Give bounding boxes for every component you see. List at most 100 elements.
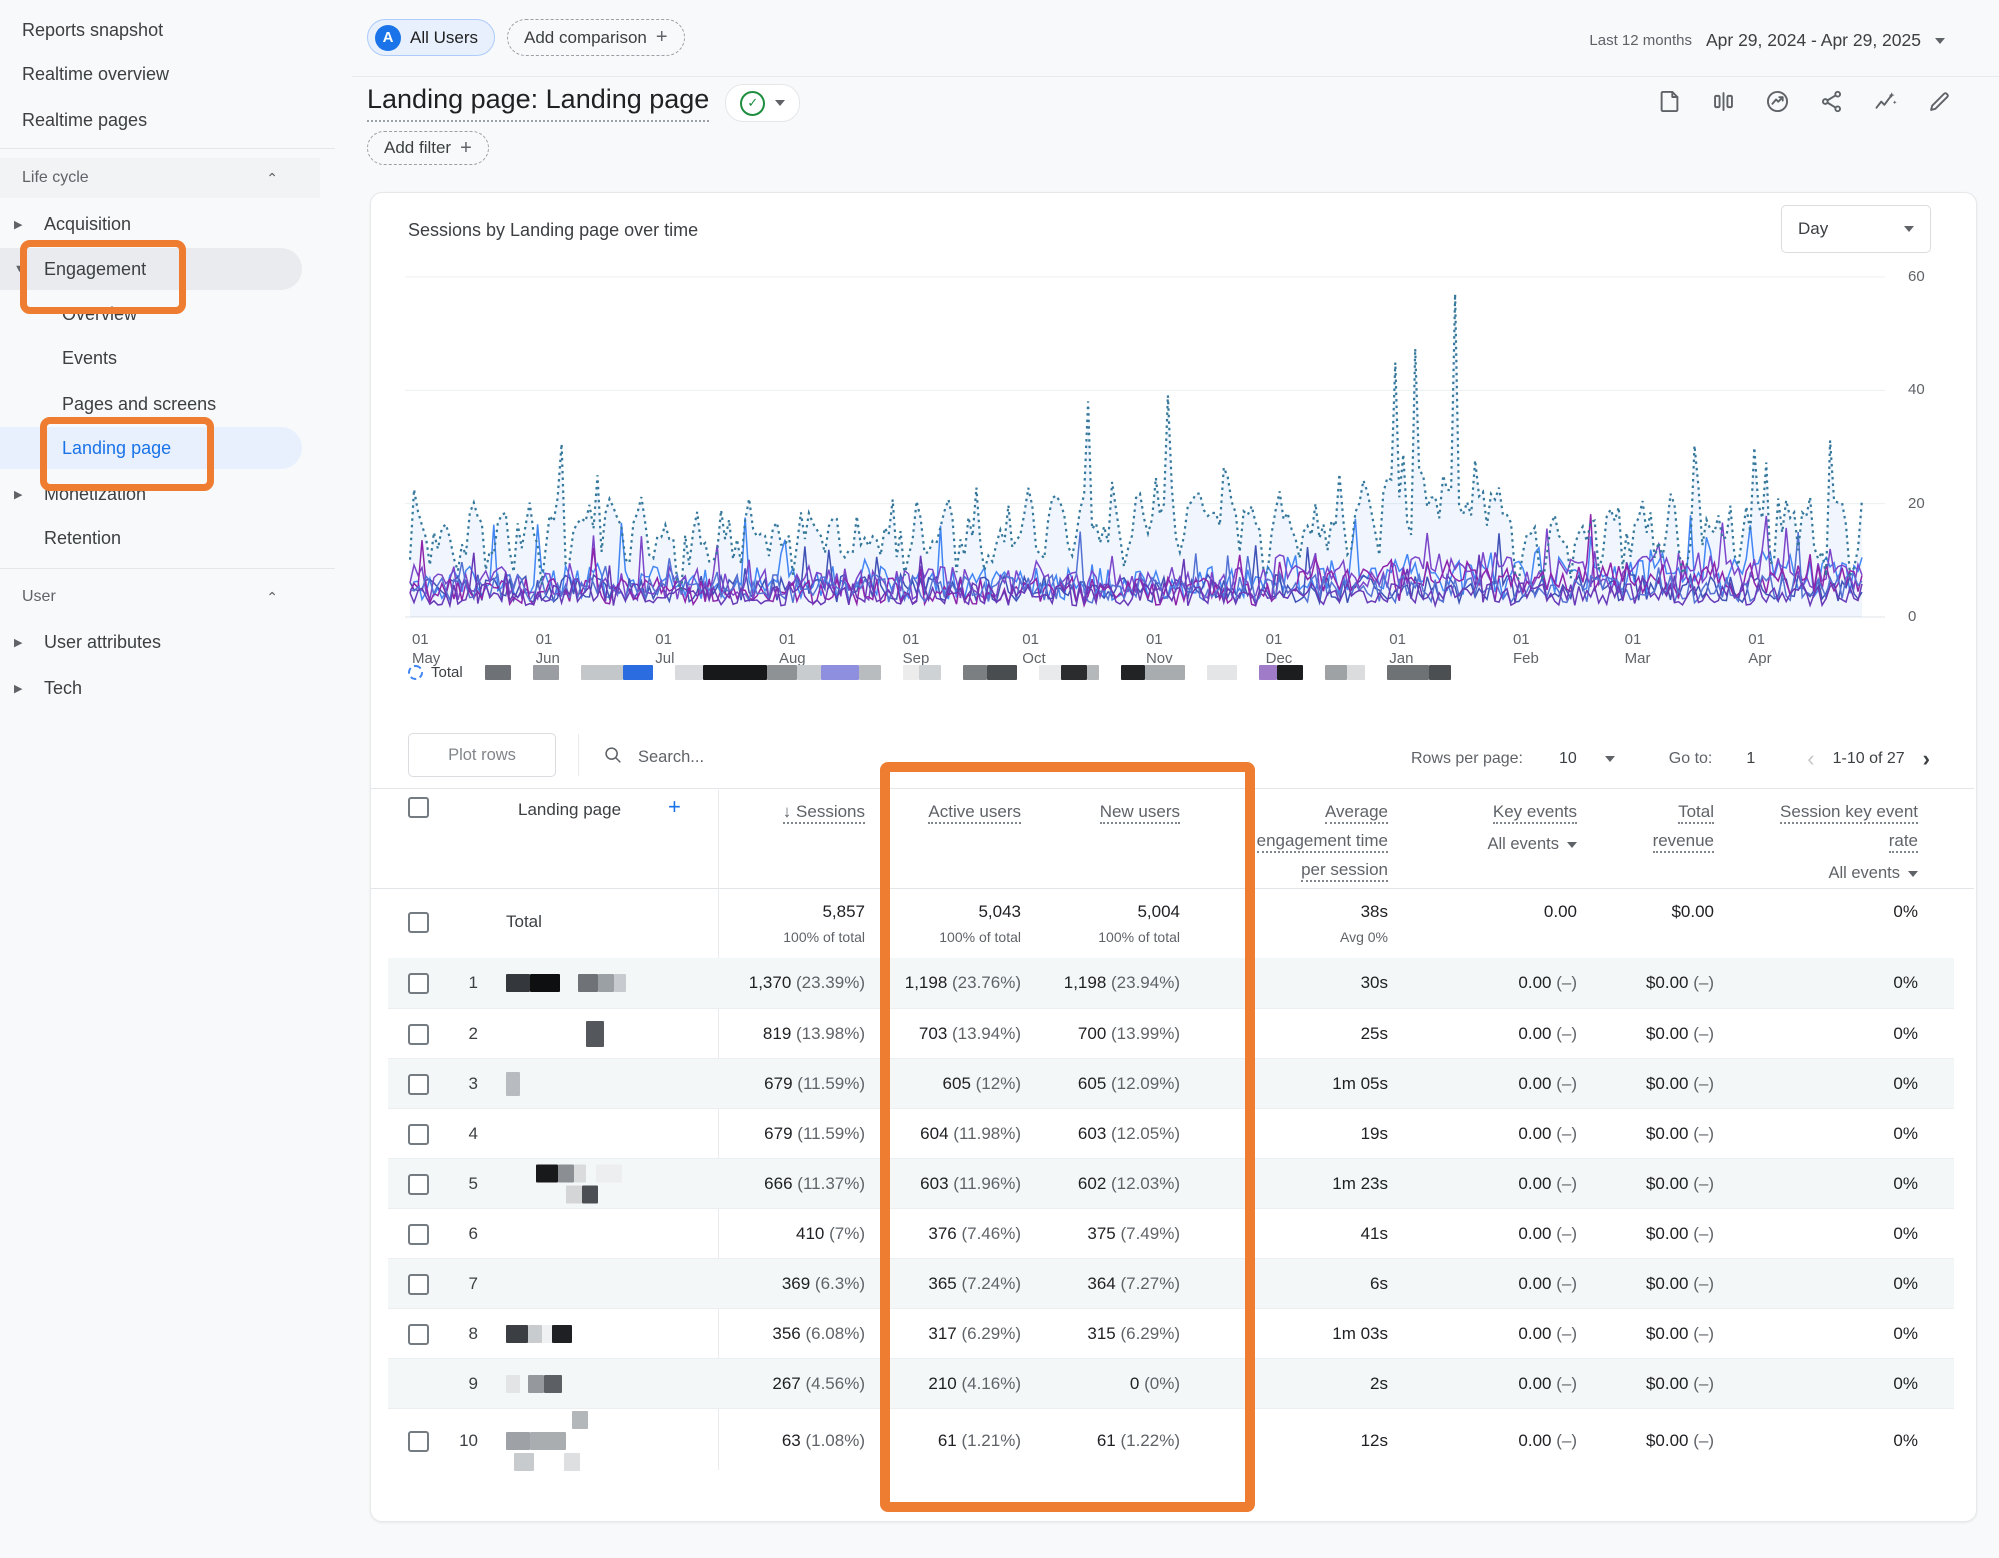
cell-active-users: 1,198 (23.76%) (905, 973, 1021, 993)
landing-page-redacted (506, 1375, 562, 1393)
chevron-right-icon: ▶ (14, 636, 22, 649)
table-search[interactable]: Search... (602, 744, 704, 771)
row-checkbox[interactable] (408, 1224, 429, 1245)
cell-new-users: 0 (0%) (1130, 1374, 1180, 1394)
totals-label: Total (506, 912, 542, 932)
col-header-new-users[interactable]: New users (1100, 797, 1180, 826)
sidebar-item-engagement[interactable]: ▼Engagement (0, 248, 320, 290)
x-axis-tick: 01Feb (1513, 630, 1539, 668)
sidebar-item-pages-and-screens[interactable]: Pages and screens (0, 383, 320, 425)
key-events-event-selector[interactable]: All events (1487, 830, 1577, 859)
cell-total-revenue: $0.00 (–) (1646, 1324, 1714, 1344)
plot-rows-button[interactable]: Plot rows (408, 733, 556, 777)
date-range-selector[interactable]: Last 12 months Apr 29, 2024 - Apr 29, 20… (1589, 30, 1945, 51)
edit-icon[interactable] (1926, 88, 1953, 115)
legend-item-redacted (675, 665, 881, 680)
sidebar-item-tech[interactable]: ▶Tech (0, 667, 320, 709)
chevron-right-icon: ▶ (14, 682, 22, 695)
col-header-sessions[interactable]: ↓ Sessions (783, 797, 865, 826)
sidebar-item-realtime-overview[interactable]: Realtime overview (0, 53, 320, 95)
sidebar-item-events[interactable]: Events (0, 337, 320, 379)
sidebar-item-monetization[interactable]: ▶Monetization (0, 473, 320, 515)
legend-item-redacted (581, 665, 653, 680)
cell-key-events: 0.00 (–) (1518, 1024, 1577, 1044)
sidebar-item-landing-page[interactable]: Landing page (0, 427, 320, 469)
row-checkbox[interactable] (408, 1124, 429, 1145)
cell-total-revenue: $0.00 (–) (1646, 1024, 1714, 1044)
cell-total-revenue: $0.00 (–) (1646, 1174, 1714, 1194)
col-header-landing-page[interactable]: Landing page (518, 800, 621, 820)
totals-checkbox[interactable] (408, 912, 429, 933)
cell-active-users: 317 (6.29%) (928, 1324, 1021, 1344)
table-row-10: 1063 (1.08%)61 (1.21%)61 (1.22%)12s0.00 … (388, 1408, 1954, 1473)
cell-sessions: 679 (11.59%) (764, 1124, 865, 1144)
row-checkbox[interactable] (408, 1324, 429, 1345)
cell-session-rate: 0% (1893, 1074, 1918, 1094)
share-icon[interactable] (1818, 88, 1845, 115)
col-header-total-revenue[interactable]: Totalrevenue (1653, 797, 1714, 855)
add-filter-chip[interactable]: Add filter + (367, 131, 489, 165)
cell-active-users: 210 (4.16%) (928, 1374, 1021, 1394)
row-checkbox[interactable] (408, 973, 429, 994)
select-all-checkbox[interactable] (408, 797, 429, 818)
cell-session-rate: 0% (1893, 1374, 1918, 1394)
table-row-9: 9267 (4.56%)210 (4.16%)0 (0%)2s0.00 (–)$… (388, 1358, 1954, 1409)
goto-label: Go to: (1669, 750, 1713, 768)
sidebar-item-retention[interactable]: Retention (0, 517, 320, 559)
col-header-session-key-event-rate[interactable]: Session key eventrateAll events (1780, 797, 1918, 888)
col-header-active-users[interactable]: Active users (928, 797, 1021, 826)
sidebar-item-reports-snapshot[interactable]: Reports snapshot (0, 9, 320, 51)
goto-input[interactable]: 1 (1746, 750, 1755, 768)
chevron-up-icon: ⌃ (266, 589, 278, 606)
cell-new-users: 315 (6.29%) (1087, 1324, 1180, 1344)
cell-avg-engagement: 12s (1361, 1431, 1388, 1451)
legend-item-redacted (533, 665, 559, 680)
cell-new-users: 605 (12.09%) (1078, 1074, 1180, 1094)
cell-session-rate: 0% (1893, 1224, 1918, 1244)
cell-avg-engagement: 1m 05s (1332, 1074, 1388, 1094)
y-axis-tick: 0 (1908, 608, 1953, 625)
col-header-key-events[interactable]: Key eventsAll events (1487, 797, 1577, 859)
date-range-value: Apr 29, 2024 - Apr 29, 2025 (1706, 30, 1921, 51)
landing-page-redacted (506, 1165, 622, 1204)
granularity-dropdown[interactable]: Day (1781, 205, 1931, 253)
compare-icon[interactable] (1710, 88, 1737, 115)
add-dimension-icon[interactable]: + (668, 794, 681, 820)
cell-session-rate: 0% (1893, 1124, 1918, 1144)
sidebar-item-user-attributes[interactable]: ▶User attributes (0, 621, 320, 663)
col-header-avg-engagement-time[interactable]: Averageengagement timeper session (1257, 797, 1388, 884)
sidebar-item-overview[interactable]: Overview (0, 293, 320, 335)
add-comparison-chip[interactable]: Add comparison + (507, 19, 685, 56)
cell-total-revenue: $0.00 (–) (1646, 1431, 1714, 1451)
chevron-down-icon[interactable] (1605, 756, 1615, 762)
row-checkbox[interactable] (408, 1174, 429, 1195)
sidebar-section-user[interactable]: User⌃ (0, 577, 320, 617)
row-checkbox[interactable] (408, 1024, 429, 1045)
x-axis-tick: 01Sep (903, 630, 930, 668)
row-checkbox[interactable] (408, 1074, 429, 1095)
x-axis-tick: 01Jul (655, 630, 674, 668)
sidebar-section-life-cycle[interactable]: Life cycle⌃ (0, 158, 320, 198)
rows-per-page-value[interactable]: 10 (1559, 750, 1577, 768)
report-status-pill[interactable]: ✓ (725, 84, 800, 122)
prev-page-button[interactable]: ‹ (1807, 746, 1814, 772)
note-icon[interactable] (1656, 88, 1683, 115)
next-page-button[interactable]: › (1923, 746, 1930, 772)
gauge-icon[interactable] (1764, 88, 1791, 115)
row-index: 5 (444, 1174, 478, 1194)
audience-chip-all-users[interactable]: A All Users (367, 19, 495, 56)
cell-sessions: 819 (13.98%) (763, 1024, 865, 1044)
x-axis-tick: 01Oct (1022, 630, 1045, 668)
row-index: 6 (444, 1224, 478, 1244)
cell-avg-engagement: 1m 03s (1332, 1324, 1388, 1344)
row-checkbox[interactable] (408, 1274, 429, 1295)
cell-key-events: 0.00 (–) (1518, 1324, 1577, 1344)
cell-avg-engagement: 19s (1361, 1124, 1388, 1144)
landing-page-redacted (506, 1021, 604, 1047)
session-key-event-rate-event-selector[interactable]: All events (1780, 859, 1918, 888)
insights-icon[interactable] (1872, 88, 1899, 115)
sidebar-item-realtime-pages[interactable]: Realtime pages (0, 99, 320, 141)
row-checkbox[interactable] (408, 1431, 429, 1452)
cell-key-events: 0.00 (–) (1518, 973, 1577, 993)
sidebar-item-acquisition[interactable]: ▶Acquisition (0, 203, 320, 245)
